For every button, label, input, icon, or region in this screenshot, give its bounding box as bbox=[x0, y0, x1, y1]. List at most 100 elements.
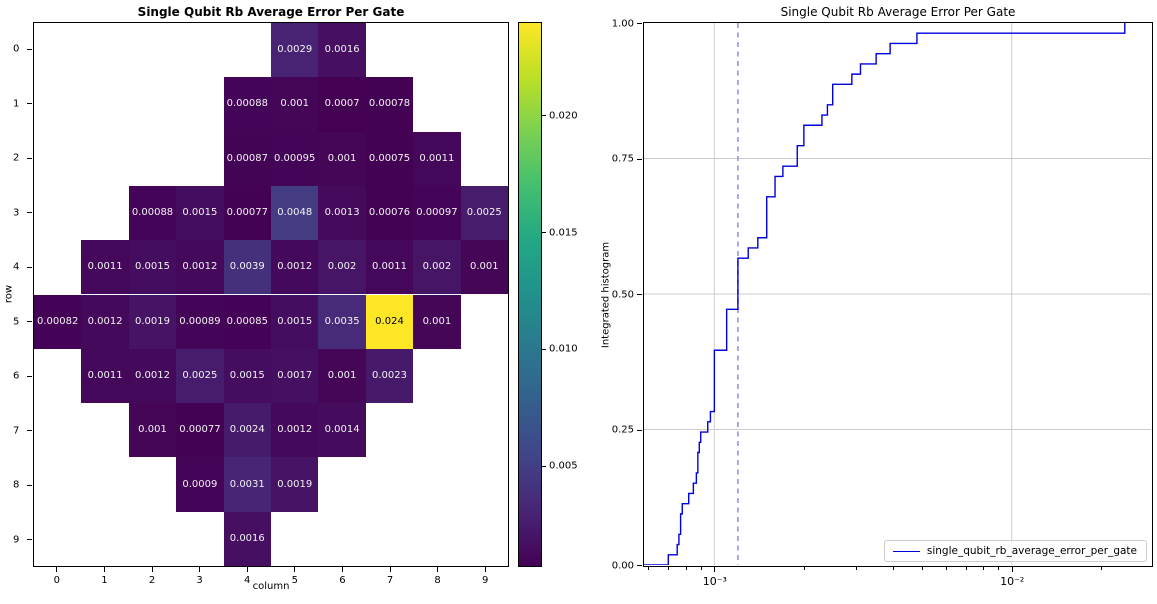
x-tick-label: 8 bbox=[434, 575, 441, 586]
cdf-x-minor-tick bbox=[965, 567, 967, 570]
x-tick-mark bbox=[103, 567, 105, 572]
heatmap-cell: 0.0019 bbox=[271, 457, 319, 512]
cdf-axes: single_qubit_rb_average_error_per_gate bbox=[643, 22, 1153, 567]
heatmap-cell: 0.0012 bbox=[271, 240, 319, 295]
cdf-x-minor-tick bbox=[945, 567, 947, 570]
cdf-title: Single Qubit Rb Average Error Per Gate bbox=[780, 5, 1016, 19]
y-tick-label: 7 bbox=[13, 425, 20, 437]
y-tick-mark bbox=[27, 539, 32, 541]
y-tick-label: 5 bbox=[13, 316, 20, 328]
heatmap-cell: 0.00088 bbox=[223, 77, 271, 132]
heatmap-cell: 0.0031 bbox=[223, 457, 271, 512]
x-tick-mark bbox=[437, 567, 439, 572]
x-tick-mark bbox=[341, 567, 343, 572]
heatmap-cell: 0.0016 bbox=[318, 23, 366, 78]
legend: single_qubit_rb_average_error_per_gate bbox=[883, 540, 1147, 562]
heatmap-cell: 0.001 bbox=[318, 131, 366, 186]
y-tick-label: 0 bbox=[13, 43, 20, 55]
heatmap-cell: 0.001 bbox=[128, 403, 177, 458]
cdf-x-tick-mark bbox=[1011, 567, 1013, 572]
cdf-step-line bbox=[644, 23, 1126, 565]
legend-line-sample bbox=[892, 550, 920, 552]
y-tick-mark bbox=[27, 212, 32, 214]
y-tick-label: 6 bbox=[13, 370, 20, 382]
y-tick-mark bbox=[27, 266, 32, 268]
heatmap-cell: 0.0035 bbox=[318, 294, 366, 349]
colorbar-tick-mark bbox=[542, 348, 546, 350]
heatmap-cell: 0.024 bbox=[365, 294, 414, 349]
cdf-x-minor-tick bbox=[1101, 567, 1103, 570]
colorbar-tick-mark bbox=[542, 465, 546, 467]
cdf-y-tick-mark bbox=[637, 565, 642, 566]
heatmap-cell: 0.0014 bbox=[318, 403, 366, 458]
heatmap-cell: 0.001 bbox=[413, 294, 461, 349]
cdf-y-tick-label: 0.50 bbox=[611, 289, 634, 300]
x-tick-label: 1 bbox=[101, 575, 108, 586]
heatmap-cell: 0.00097 bbox=[413, 185, 461, 241]
legend-label: single_qubit_rb_average_error_per_gate bbox=[926, 545, 1137, 557]
heatmap-cell: 0.0011 bbox=[81, 348, 129, 404]
cdf-x-minor-tick bbox=[922, 567, 924, 570]
colorbar-tick-label: 0.005 bbox=[549, 460, 578, 472]
heatmap-cell: 0.0015 bbox=[271, 294, 319, 349]
x-tick-label: 9 bbox=[482, 575, 489, 586]
x-tick-label: 3 bbox=[196, 575, 203, 586]
heatmap-cell: 0.00076 bbox=[365, 185, 414, 241]
heatmap-cell: 0.0009 bbox=[176, 457, 224, 512]
y-tick-mark bbox=[27, 430, 32, 432]
y-tick-mark bbox=[27, 321, 32, 323]
heatmap-cell: 0.0012 bbox=[81, 294, 129, 349]
colorbar-tick-mark bbox=[542, 115, 546, 117]
heatmap-cell: 0.00075 bbox=[365, 131, 414, 186]
cdf-y-tick-mark bbox=[637, 158, 642, 160]
y-tick-mark bbox=[27, 157, 32, 159]
y-tick-label: 3 bbox=[13, 207, 20, 219]
cdf-x-minor-tick bbox=[982, 567, 984, 570]
heatmap-cell: 0.0025 bbox=[176, 348, 224, 404]
heatmap-cell: 0.0019 bbox=[128, 294, 177, 349]
heatmap-cell: 0.00095 bbox=[271, 131, 319, 186]
heatmap-cell: 0.0015 bbox=[128, 240, 177, 295]
heatmap-cell: 0.0029 bbox=[271, 23, 319, 78]
heatmap-xlabel: column bbox=[252, 581, 290, 592]
y-tick-label: 4 bbox=[13, 261, 20, 273]
cdf-x-minor-tick bbox=[893, 567, 895, 570]
colorbar-tick-mark bbox=[542, 232, 546, 233]
y-tick-label: 1 bbox=[13, 98, 20, 110]
x-tick-mark bbox=[199, 567, 201, 572]
x-tick-label: 7 bbox=[386, 575, 394, 586]
heatmap-cell: 0.0048 bbox=[271, 185, 319, 241]
heatmap-cell: 0.0011 bbox=[365, 240, 414, 295]
heatmap-cell: 0.0017 bbox=[271, 348, 319, 404]
colorbar-tick-label: 0.015 bbox=[549, 227, 578, 238]
heatmap-cell: 0.00089 bbox=[176, 294, 224, 349]
heatmap-cell: 0.0007 bbox=[318, 77, 366, 132]
cdf-x-tick-mark bbox=[714, 567, 716, 572]
x-tick-label: 6 bbox=[339, 575, 346, 586]
cdf-x-minor-tick bbox=[856, 567, 858, 570]
heatmap-cell: 0.0015 bbox=[176, 185, 224, 241]
heatmap-cell: 0.002 bbox=[318, 240, 366, 295]
cdf-x-minor-tick bbox=[648, 567, 650, 570]
cdf-y-tick-label: 0.75 bbox=[611, 153, 634, 165]
y-tick-label: 9 bbox=[13, 534, 20, 546]
x-tick-label: 4 bbox=[244, 575, 251, 586]
cdf-x-minor-tick bbox=[685, 567, 687, 570]
y-tick-mark bbox=[27, 103, 32, 105]
heatmap-cell: 0.0023 bbox=[365, 348, 414, 404]
cdf-x-minor-tick bbox=[998, 567, 1000, 570]
y-tick-label: 8 bbox=[13, 479, 20, 491]
heatmap-cell: 0.0011 bbox=[413, 131, 461, 186]
heatmap-cell: 0.002 bbox=[413, 240, 461, 295]
y-tick-label: 2 bbox=[13, 152, 20, 164]
heatmap-cell: 0.001 bbox=[271, 77, 319, 132]
heatmap-cell: 0.00078 bbox=[365, 77, 414, 132]
heatmap-cell: 0.00077 bbox=[223, 185, 271, 241]
heatmap-cell: 0.001 bbox=[318, 348, 366, 404]
cdf-y-tick-mark bbox=[637, 429, 642, 431]
heatmap-cell: 0.0012 bbox=[176, 240, 224, 295]
heatmap-cell: 0.0016 bbox=[223, 511, 271, 566]
cdf-y-tick-mark bbox=[637, 23, 642, 24]
heatmap-cell: 0.00087 bbox=[223, 131, 271, 186]
